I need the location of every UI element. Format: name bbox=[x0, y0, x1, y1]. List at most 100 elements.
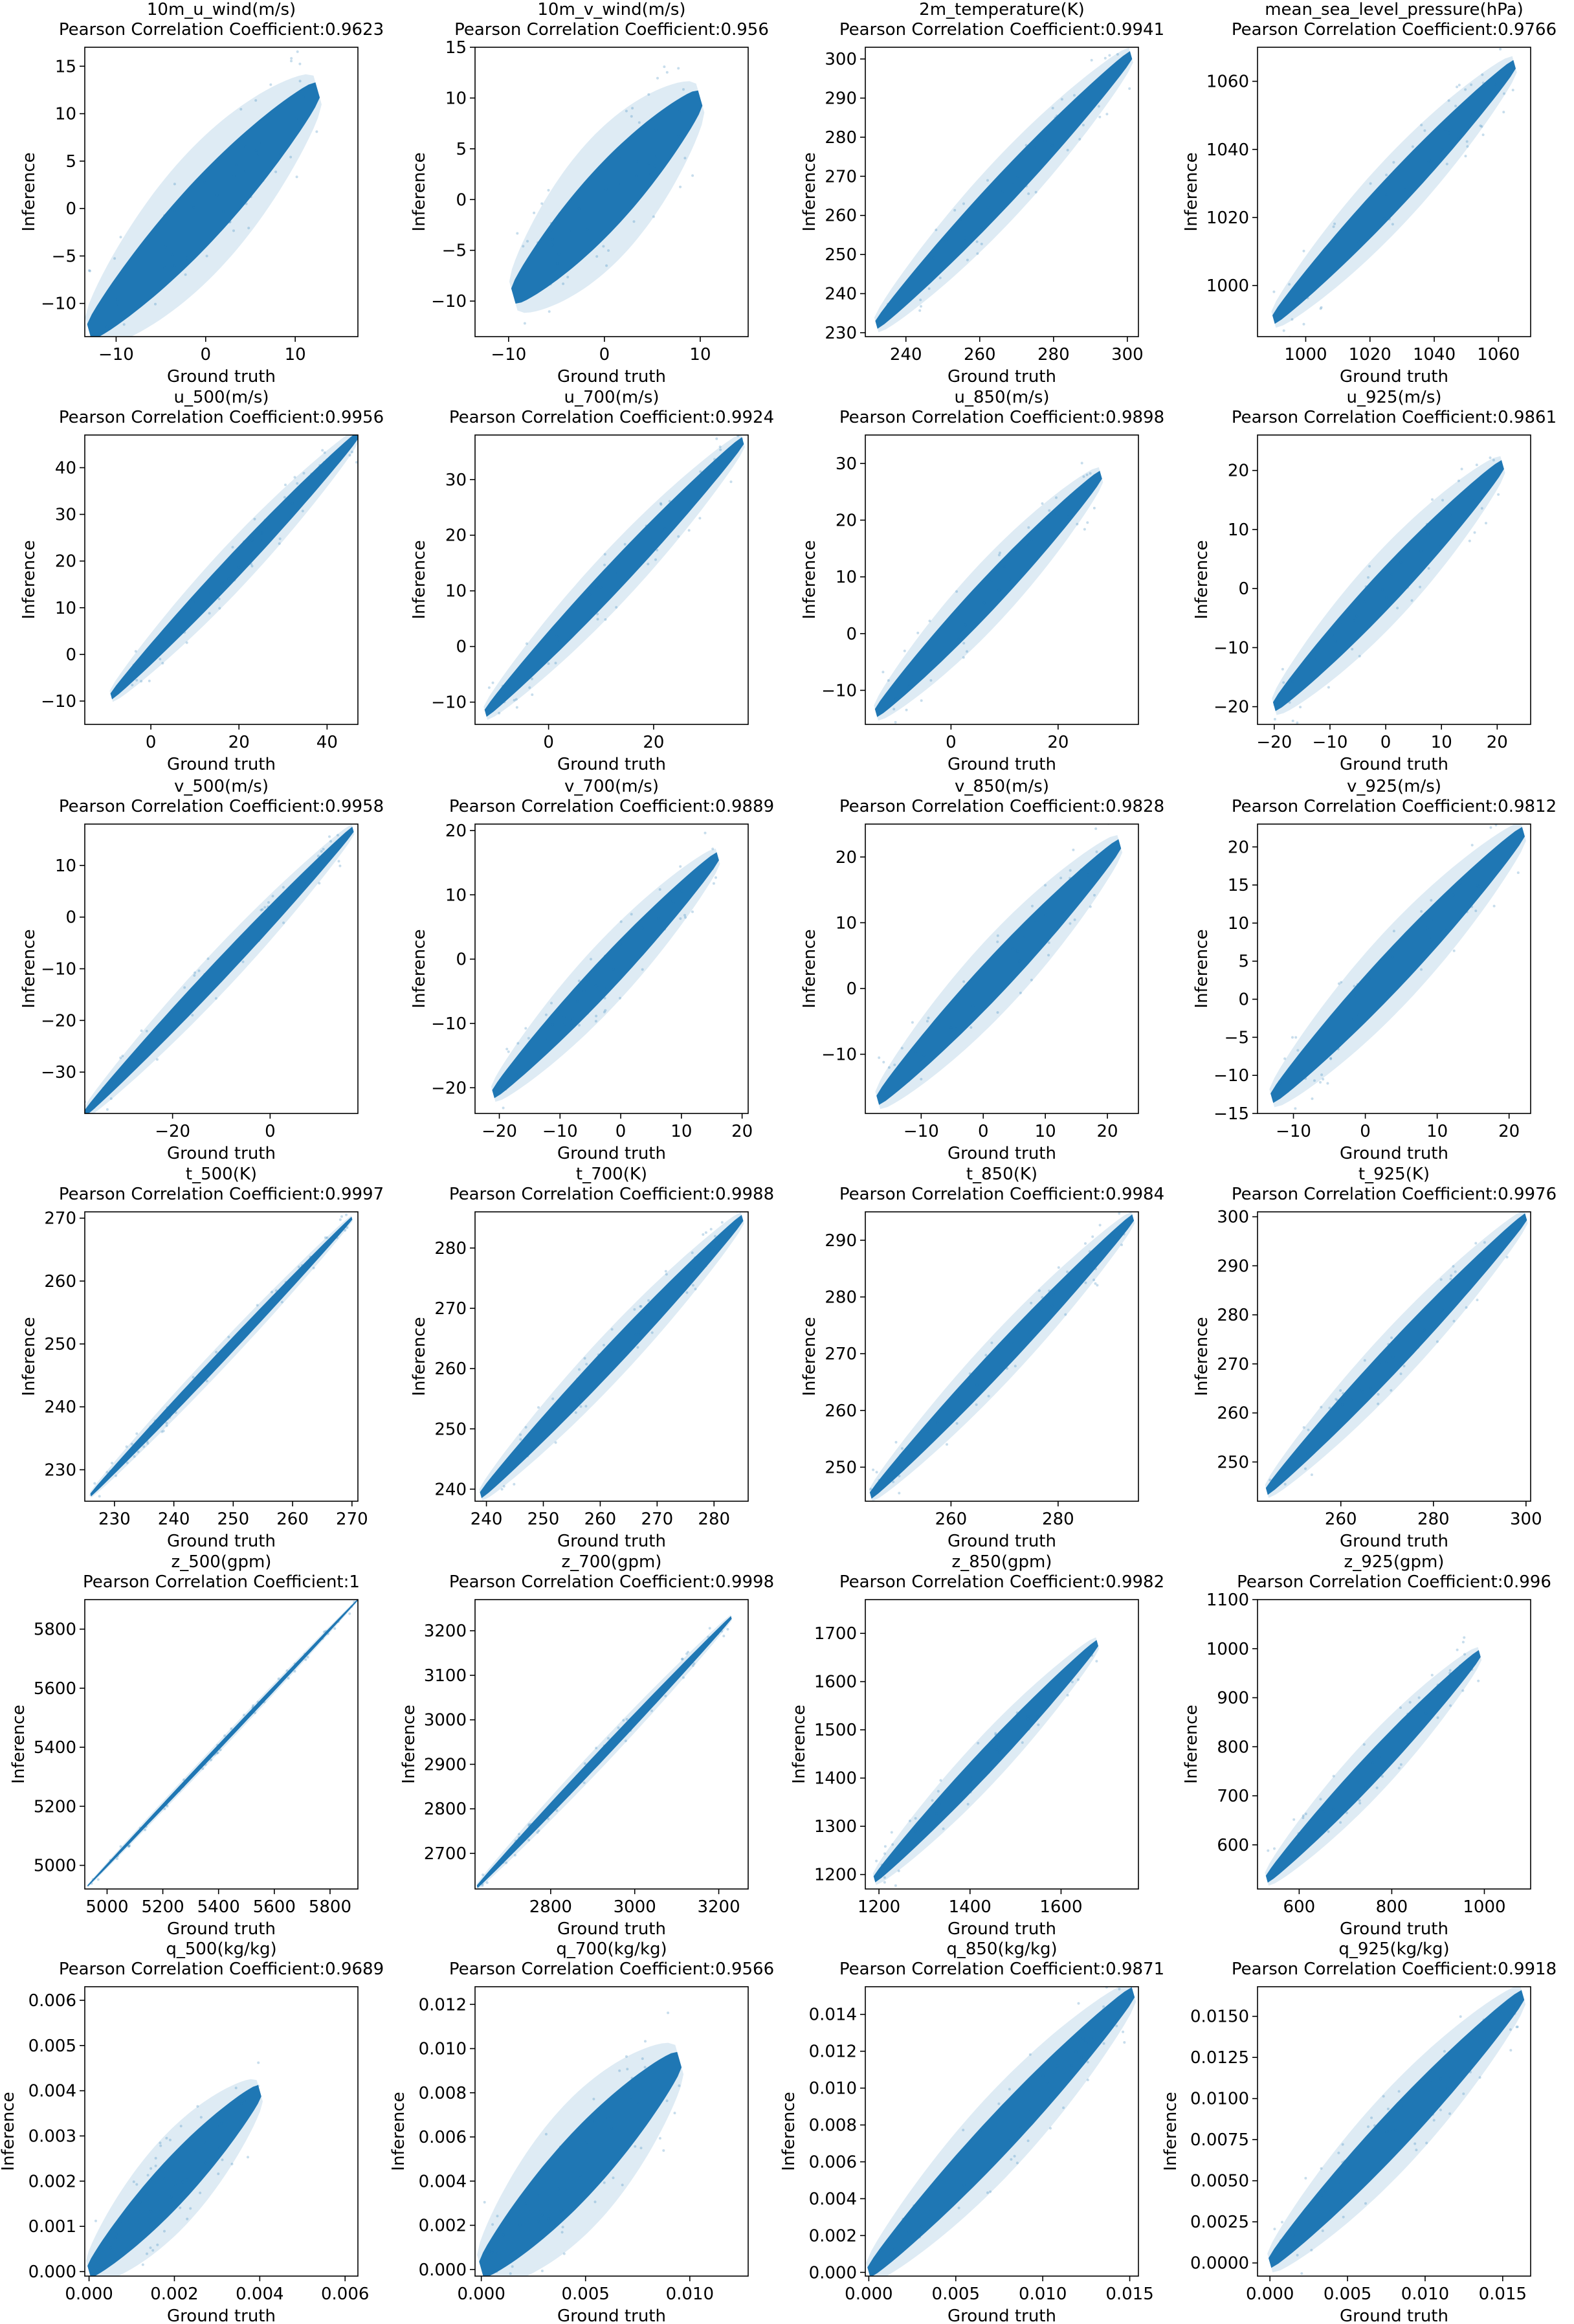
scatter-point bbox=[1052, 1293, 1055, 1296]
scatter-point bbox=[1353, 619, 1356, 622]
scatter-points bbox=[869, 1212, 1135, 1501]
scatter-point bbox=[348, 454, 351, 457]
scatter-point bbox=[90, 1882, 93, 1885]
scatter-point bbox=[908, 1819, 911, 1822]
scatter-point bbox=[345, 1213, 348, 1216]
scatter-point bbox=[700, 494, 703, 497]
scatter-point bbox=[596, 612, 599, 616]
scatter-point bbox=[996, 1011, 999, 1014]
scatter-point bbox=[93, 1106, 96, 1109]
subplot-subtitle: Pearson Correlation Coefficient:0.9998 bbox=[449, 1572, 774, 1592]
scatter-point bbox=[1008, 2088, 1011, 2091]
scatter-point bbox=[603, 1343, 605, 1346]
scatter-point bbox=[481, 1882, 484, 1885]
scatter-point bbox=[496, 2215, 499, 2218]
y-tick-label: 20 bbox=[836, 511, 857, 530]
scatter-point bbox=[715, 876, 717, 879]
scatter-point bbox=[1055, 115, 1058, 117]
scatter-point bbox=[297, 1266, 300, 1269]
scatter-point bbox=[1115, 2018, 1118, 2022]
scatter-point bbox=[1319, 1080, 1322, 1084]
scatter-point bbox=[631, 107, 634, 110]
scatter-point bbox=[1423, 1328, 1426, 1332]
scatter-point bbox=[161, 662, 164, 665]
scatter-point bbox=[529, 1823, 533, 1826]
scatter-point bbox=[341, 446, 344, 449]
scatter-point bbox=[683, 913, 686, 917]
scatter-point bbox=[966, 1803, 970, 1805]
scatter-point bbox=[170, 2196, 173, 2199]
scatter-point bbox=[322, 1630, 326, 1633]
scatter-point bbox=[111, 1462, 113, 1465]
scatter-point bbox=[244, 170, 247, 173]
scatter-point bbox=[957, 637, 960, 640]
y-tick-label: 10 bbox=[55, 105, 76, 124]
y-tick-label: 20 bbox=[1228, 462, 1249, 481]
x-tick-label: 10 bbox=[1431, 733, 1452, 752]
y-axis-label: Inference bbox=[1192, 540, 1212, 619]
scatter-point bbox=[966, 650, 968, 653]
scatter-point bbox=[679, 917, 682, 920]
scatter-point bbox=[144, 1825, 148, 1828]
scatter-point bbox=[1337, 1426, 1340, 1429]
scatter-point bbox=[488, 2250, 491, 2253]
scatter-point bbox=[89, 2316, 92, 2319]
scatter-point bbox=[888, 1890, 891, 1892]
subplot-title: q_925(kg/kg) bbox=[1338, 1939, 1449, 1959]
scatter-point bbox=[1476, 1299, 1479, 1302]
y-tick-label: 15 bbox=[1228, 876, 1249, 895]
scatter-points bbox=[85, 2061, 263, 2319]
scatter-point bbox=[907, 1079, 910, 1082]
scatter-point bbox=[1410, 1710, 1413, 1713]
scatter-point bbox=[254, 99, 258, 102]
scatter-point bbox=[622, 1719, 625, 1722]
scatter-point bbox=[1424, 1712, 1428, 1715]
scatter-point bbox=[154, 302, 157, 306]
scatter-point bbox=[938, 1802, 941, 1805]
x-tick-label: 20 bbox=[731, 1122, 753, 1141]
y-tick-label: 230 bbox=[825, 324, 857, 343]
scatter-point bbox=[1360, 1389, 1364, 1392]
x-axis-label: Ground truth bbox=[557, 367, 666, 386]
scatter-point bbox=[680, 517, 683, 520]
x-tick-label: 20 bbox=[228, 733, 250, 752]
scatter-point bbox=[1008, 577, 1011, 581]
scatter-point bbox=[1427, 160, 1430, 163]
subplot-z-500-gpm-: 5000 5200 5400 5600 580050005200540056005800… bbox=[9, 1552, 360, 1939]
scatter-point bbox=[261, 908, 264, 911]
scatter-point bbox=[1311, 1835, 1314, 1838]
scatter-point bbox=[898, 1475, 901, 1478]
scatter-point bbox=[1080, 462, 1083, 465]
scatter-point bbox=[1390, 573, 1393, 575]
scatter-point bbox=[998, 1750, 1001, 1754]
x-axis-label: Ground truth bbox=[557, 1919, 666, 1939]
scatter-point bbox=[89, 1493, 93, 1497]
scatter-point bbox=[1021, 1741, 1024, 1744]
subplot-subtitle: Pearson Correlation Coefficient:0.9982 bbox=[839, 1572, 1164, 1592]
scatter-point bbox=[135, 678, 139, 682]
scatter-point bbox=[1044, 884, 1047, 887]
scatter-point bbox=[604, 618, 607, 621]
scatter-point bbox=[1044, 913, 1047, 917]
scatter-point bbox=[1492, 904, 1496, 908]
x-tick-label: 0.000 bbox=[65, 2285, 113, 2304]
scatter-point bbox=[554, 2223, 557, 2226]
x-tick-label: 40 bbox=[316, 733, 338, 752]
scatter-point bbox=[605, 1351, 608, 1354]
scatter-point bbox=[615, 606, 618, 609]
scatter-point bbox=[1331, 634, 1334, 637]
scatter-point bbox=[1320, 1405, 1323, 1409]
scatter-point bbox=[1339, 621, 1342, 624]
scatter-point bbox=[93, 1482, 96, 1485]
scatter-point bbox=[976, 252, 979, 255]
scatter-point bbox=[131, 684, 134, 687]
scatter-point bbox=[517, 1449, 520, 1453]
scatter-point bbox=[353, 1600, 356, 1603]
scatter-point bbox=[1030, 1301, 1033, 1304]
scatter-point bbox=[1399, 2105, 1402, 2108]
subplot-title: v_850(m/s) bbox=[955, 777, 1049, 796]
scatter-point bbox=[1092, 880, 1095, 883]
scatter-point bbox=[1447, 891, 1450, 894]
scatter-point bbox=[696, 1273, 699, 1276]
scatter-point bbox=[1120, 41, 1123, 44]
